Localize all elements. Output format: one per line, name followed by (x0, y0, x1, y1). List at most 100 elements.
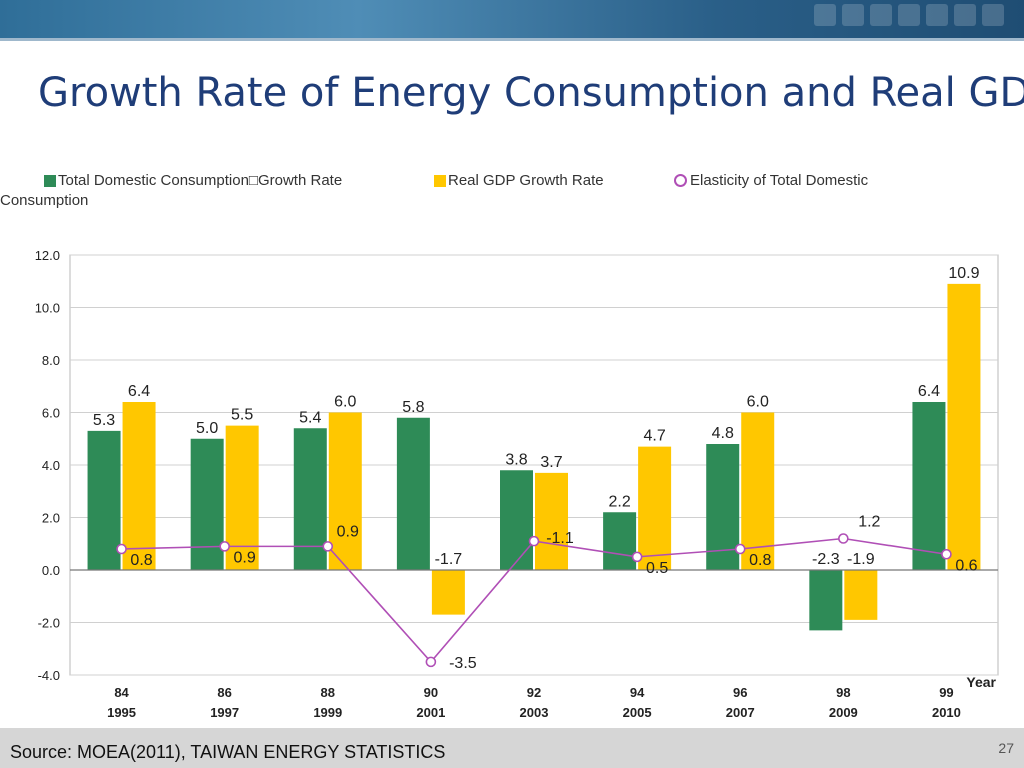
header-divider (0, 38, 1024, 41)
bar-consumption (912, 402, 946, 570)
data-label-gdp: 5.5 (231, 407, 253, 424)
data-label-elasticity: 0.6 (955, 557, 977, 574)
bar-gdp (122, 402, 156, 570)
x-tick-label-roc: 96 (733, 685, 747, 700)
x-tick-label-roc: 94 (630, 685, 645, 700)
elasticity-point (631, 551, 643, 563)
elasticity-point (528, 535, 540, 547)
y-tick-label: 12.0 (35, 248, 60, 263)
x-tick-label-year: 1997 (210, 705, 239, 720)
legend-label-elasticity: Elasticity of Total Domestic (690, 172, 869, 189)
data-label-gdp: 10.9 (948, 265, 979, 282)
bar-consumption (500, 470, 533, 570)
bar-gdp (431, 570, 465, 615)
x-tick-label-roc: 92 (527, 685, 541, 700)
bar-consumption (293, 428, 327, 570)
data-label-gdp: 6.4 (128, 383, 150, 400)
data-label-consumption: 5.0 (196, 420, 218, 437)
x-tick-label-year: 2003 (520, 705, 549, 720)
y-tick-label: 8.0 (42, 353, 60, 368)
x-tick-label-year: 2005 (623, 705, 652, 720)
data-label-elasticity: -3.5 (449, 655, 477, 672)
elasticity-point (322, 541, 334, 552)
y-tick-label: 4.0 (42, 458, 60, 473)
data-label-elasticity: -1.1 (546, 530, 574, 547)
bar-consumption (809, 570, 843, 631)
elasticity-point (116, 543, 127, 555)
legend-item-gdp: Real GDP Growth Rate (434, 172, 604, 189)
bar-gdp (225, 425, 259, 570)
chart-legend: Total Domestic Consumption□Growth Rate R… (0, 168, 1024, 214)
data-label-consumption: -2.3 (812, 551, 840, 568)
bar-consumption (603, 512, 637, 570)
yellow-square-icon (434, 174, 446, 187)
data-label-gdp: 4.7 (643, 428, 665, 445)
data-label-consumption: 5.4 (299, 409, 321, 426)
data-label-elasticity: 0.9 (337, 523, 359, 540)
elasticity-point (941, 548, 952, 560)
data-label-consumption: 4.8 (712, 425, 734, 442)
bar-gdp (328, 412, 362, 570)
data-label-consumption: 2.2 (608, 493, 630, 510)
banner-decoration (814, 4, 1004, 34)
bar-gdp (947, 283, 981, 570)
x-tick-label-roc: 90 (424, 685, 438, 700)
y-tick-label: -2.0 (38, 616, 60, 631)
data-label-gdp: 3.7 (540, 454, 562, 471)
data-label-consumption: 6.4 (918, 383, 940, 400)
bar-gdp (741, 412, 775, 570)
x-tick-label-year: 2009 (829, 705, 858, 720)
legend-label-gdp: Real GDP Growth Rate (448, 172, 604, 189)
footer-bar (0, 728, 1024, 768)
bar-gdp (535, 472, 568, 570)
header-banner (0, 0, 1024, 38)
data-label-elasticity: 0.8 (749, 552, 771, 569)
y-tick-label: 6.0 (42, 406, 60, 421)
data-label-gdp: -1.7 (435, 551, 463, 568)
data-label-elasticity: 0.8 (130, 552, 152, 569)
circle-marker-icon (674, 174, 687, 187)
elasticity-point (838, 533, 849, 544)
x-tick-label-year: 1995 (107, 705, 136, 720)
page-number: 27 (998, 740, 1014, 756)
data-label-elasticity: 1.2 (858, 514, 880, 531)
data-label-gdp: 6.0 (334, 394, 356, 411)
data-label-elasticity: 0.5 (646, 560, 668, 577)
data-label-gdp: -1.9 (847, 551, 875, 568)
x-tick-label-year: 2001 (416, 705, 445, 720)
data-label-consumption: 5.8 (402, 399, 424, 416)
bar-consumption (87, 430, 121, 570)
y-tick-label: 10.0 (35, 301, 60, 316)
y-tick-label: -4.0 (38, 668, 60, 683)
green-square-icon (44, 174, 56, 187)
legend-label-elasticity-wrap: Consumption (0, 192, 89, 209)
x-axis-title: Year (966, 674, 996, 690)
x-tick-label-roc: 84 (114, 685, 129, 700)
elasticity-point (425, 656, 437, 668)
x-tick-label-roc: 98 (836, 685, 850, 700)
legend-item-consumption: Total Domestic Consumption□Growth Rate (44, 172, 342, 189)
bar-consumption (190, 438, 224, 570)
bar-gdp (844, 570, 878, 620)
elasticity-point (219, 541, 230, 552)
data-label-gdp: 6.0 (747, 394, 769, 411)
data-label-elasticity: 0.9 (234, 549, 256, 566)
x-tick-label-roc: 88 (321, 685, 335, 700)
data-label-consumption: 3.8 (505, 451, 527, 468)
x-tick-label-year: 1999 (313, 705, 342, 720)
legend-item-elasticity: Elasticity of Total Domestic (674, 172, 868, 189)
data-label-consumption: 5.3 (93, 412, 115, 429)
source-note: Source: MOEA(2011), TAIWAN ENERGY STATIS… (10, 742, 446, 762)
y-tick-label: 2.0 (42, 511, 60, 526)
y-tick-label: 0.0 (42, 563, 60, 578)
x-tick-label-year: 2007 (726, 705, 755, 720)
x-tick-label-roc: 99 (939, 685, 953, 700)
elasticity-point (734, 543, 746, 555)
legend-label-consumption: Total Domestic Consumption□Growth Rate (58, 172, 343, 189)
x-tick-label-year: 2010 (932, 705, 961, 720)
bar-gdp (638, 446, 672, 570)
bar-consumption (396, 417, 430, 570)
slide-title: Growth Rate of Energy Consumption and Re… (38, 70, 1024, 116)
x-tick-label-roc: 86 (217, 685, 231, 700)
growth-rate-chart: 12.0 10.0 8.0 6.0 4.0 2.0 0.0 -2.0 -4.0 5.3 6.4 84 1… (35, 248, 999, 720)
